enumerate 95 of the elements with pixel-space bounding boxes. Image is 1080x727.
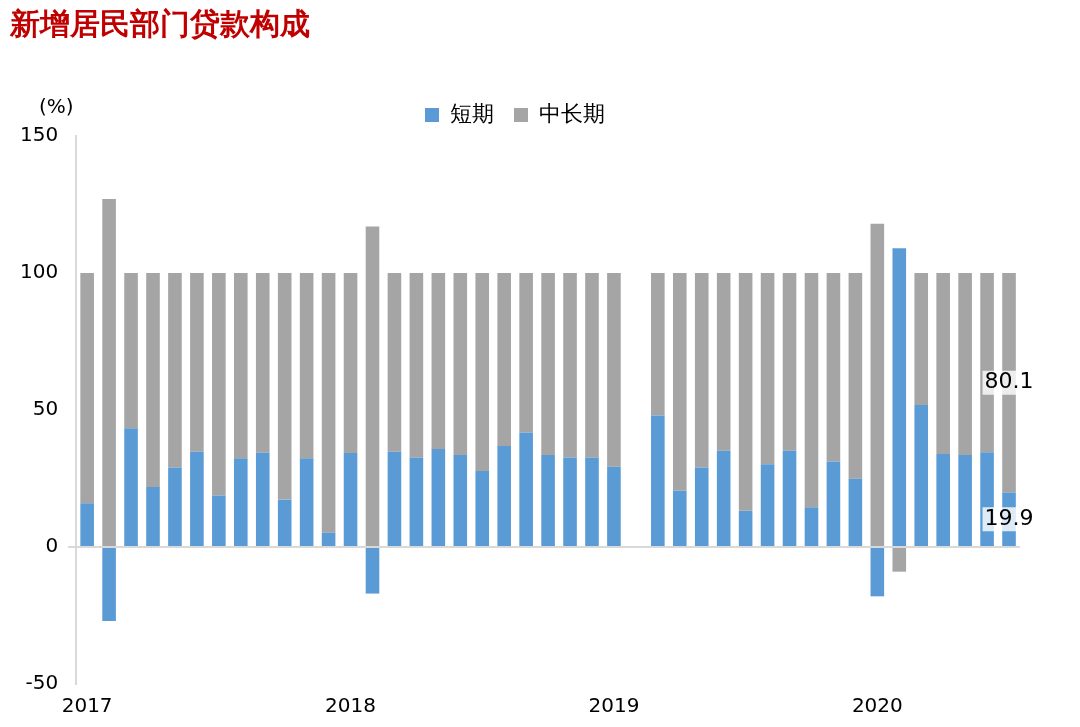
bar: [848, 273, 863, 479]
bar: [475, 273, 490, 472]
y-tick-label: 150: [19, 122, 59, 147]
bar: [870, 548, 885, 597]
bar: [848, 478, 863, 546]
bar: [607, 273, 621, 467]
bar: [168, 273, 182, 468]
bar: [497, 273, 511, 446]
y-tick-label: 50: [32, 396, 59, 421]
bar: [738, 510, 753, 546]
bar: [409, 457, 424, 546]
bar: [563, 273, 577, 458]
chart-title: 新增居民部门贷款构成: [9, 5, 310, 41]
bar: [585, 457, 599, 546]
bar: [365, 548, 380, 594]
bar: [124, 428, 138, 546]
bar: [672, 490, 687, 546]
bar: [299, 458, 314, 546]
bar: [321, 273, 336, 533]
bar: [607, 466, 621, 546]
bar: [782, 450, 797, 546]
bar: [431, 273, 446, 449]
bar: [212, 495, 226, 546]
bar: [519, 432, 533, 546]
bar: [343, 273, 358, 454]
bar: [80, 273, 94, 504]
legend-label: 中长期: [539, 100, 605, 126]
y-tick-label: 0: [45, 533, 59, 558]
bar: [453, 454, 468, 546]
bar: [694, 467, 709, 546]
bar: [958, 273, 972, 455]
bar: [387, 451, 402, 546]
bar: [563, 457, 577, 546]
bar: [212, 273, 226, 496]
bar: [804, 273, 819, 508]
bar: [826, 461, 841, 546]
bar: [716, 273, 731, 451]
bar: [475, 471, 490, 546]
bar: [190, 451, 204, 546]
bar: [541, 273, 555, 455]
bar: [936, 454, 950, 546]
bar: [541, 454, 555, 546]
x-tick-label: 2017: [61, 693, 113, 718]
bar: [672, 273, 687, 491]
bar: [409, 273, 424, 458]
bar: [365, 226, 380, 546]
bar: [299, 273, 314, 459]
bar: [585, 273, 599, 458]
bar: [651, 415, 665, 546]
bar: [497, 445, 511, 546]
bar: [255, 273, 270, 453]
bar: [168, 467, 182, 546]
x-tick-label: 2020: [851, 693, 903, 718]
y-tick-label: -50: [25, 670, 59, 695]
bar: [277, 499, 292, 546]
data-label: 80.1: [984, 368, 1034, 394]
bar: [255, 452, 270, 546]
bar: [892, 548, 907, 572]
bar: [146, 273, 160, 487]
bar: [914, 405, 929, 546]
bar: [958, 454, 972, 546]
bar: [102, 199, 116, 546]
bar: [892, 248, 907, 546]
bar: [277, 273, 292, 500]
bar: [694, 273, 709, 468]
bar: [738, 273, 753, 511]
bar: [80, 503, 94, 546]
x-tick-label: 2018: [325, 693, 376, 718]
bar: [233, 458, 248, 546]
bar: [716, 450, 731, 546]
bar: [826, 273, 841, 462]
data-label: 19.9: [984, 504, 1034, 530]
bar: [519, 273, 533, 433]
y-tick-label: 100: [19, 259, 59, 284]
bar: [760, 273, 775, 465]
bar: [651, 273, 665, 416]
bar: [343, 453, 358, 546]
bar: [870, 223, 885, 546]
bar: [190, 273, 204, 452]
bar: [321, 532, 336, 546]
bar: [102, 548, 116, 621]
bar: [914, 273, 929, 406]
legend-label: 短期: [450, 100, 494, 126]
bar: [387, 273, 402, 452]
bar: [431, 448, 446, 546]
bar: [760, 464, 775, 546]
bar: [782, 273, 797, 451]
bar: [124, 273, 138, 429]
y-axis-title: (%): [38, 94, 74, 119]
bar: [146, 486, 160, 546]
x-tick-label: 2019: [588, 693, 640, 718]
bar: [936, 273, 950, 455]
bar: [233, 273, 248, 459]
bar: [453, 273, 468, 455]
bar: [804, 507, 819, 546]
